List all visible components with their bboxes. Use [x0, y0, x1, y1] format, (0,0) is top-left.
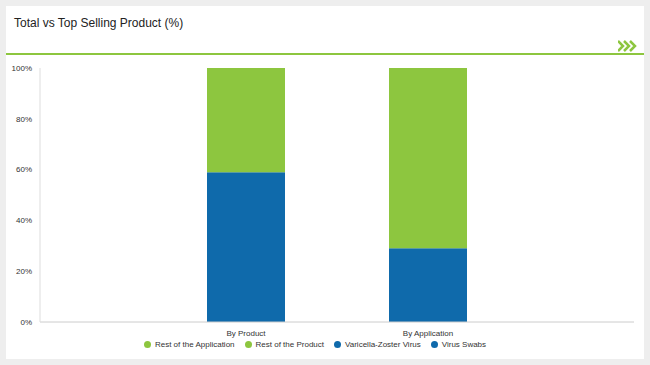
- svg-text:0%: 0%: [20, 318, 32, 327]
- html-text:Rest of the Product: Rest of the Product: [255, 340, 324, 349]
- html-text:Total vs Top Selling Product (: Total vs Top Selling Product (%): [14, 16, 184, 30]
- svg-text:60%: 60%: [16, 165, 32, 174]
- html-text:Varicella-Zoster Virus: Varicella-Zoster Virus: [345, 340, 421, 349]
- svg-text:40%: 40%: [16, 216, 32, 225]
- svg-text:By Application: By Application: [403, 329, 453, 338]
- svg-text:100%: 100%: [12, 64, 32, 73]
- svg-text:80%: 80%: [16, 115, 32, 124]
- html-text:Rest of the Application: Rest of the Application: [154, 340, 235, 349]
- svg-text:By Product: By Product: [226, 329, 266, 338]
- svg-text:20%: 20%: [16, 267, 32, 276]
- html-text:Virus Swabs: Virus Swabs: [441, 340, 487, 349]
